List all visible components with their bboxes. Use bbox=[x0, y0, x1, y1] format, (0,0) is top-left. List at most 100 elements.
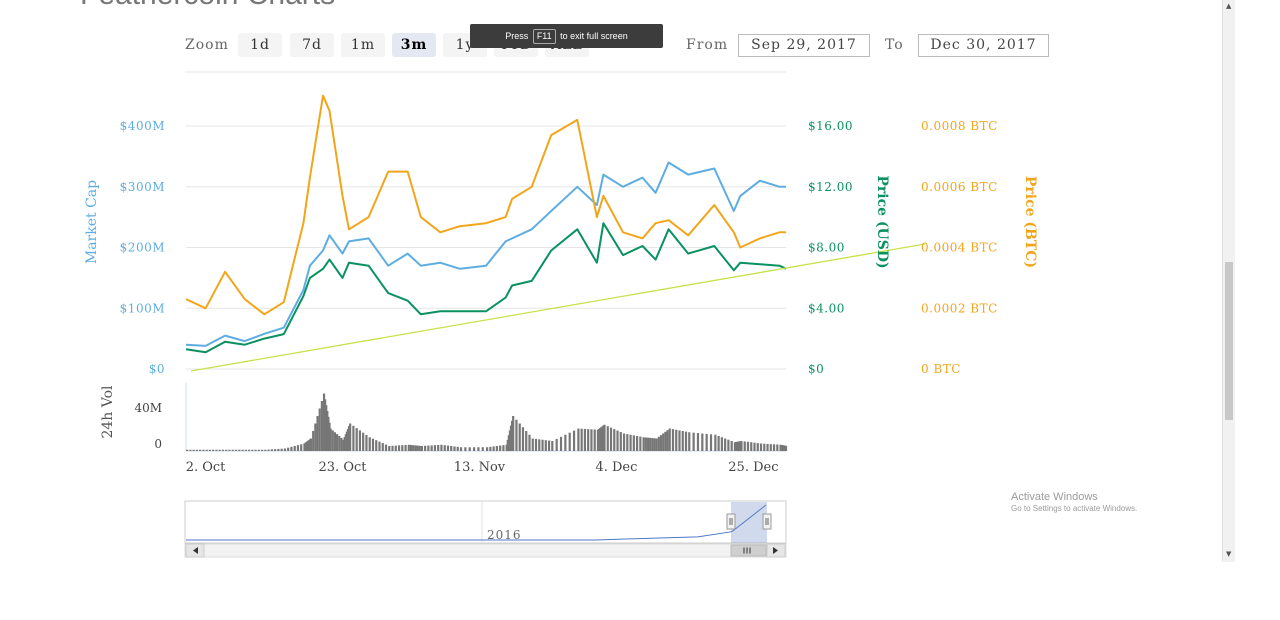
volume-bar bbox=[709, 434, 713, 451]
volume-bar bbox=[515, 419, 518, 451]
market-cap-line bbox=[185, 161, 786, 347]
volume-bar bbox=[724, 438, 727, 451]
volume-bar bbox=[186, 449, 189, 451]
volume-bar bbox=[632, 435, 635, 451]
scroll-up-icon[interactable]: ▲ bbox=[1226, 2, 1232, 10]
from-date-input[interactable]: Sep 29, 2017 bbox=[738, 34, 870, 57]
volume-bar bbox=[659, 435, 663, 451]
volume-bar bbox=[218, 449, 221, 451]
volume-bar bbox=[583, 428, 587, 451]
to-date-input[interactable]: Dec 30, 2017 bbox=[918, 34, 1049, 57]
navigator-scrollbar-track bbox=[184, 543, 787, 558]
volume-bar bbox=[489, 446, 492, 451]
price-btc-line bbox=[185, 94, 786, 316]
volume-bar bbox=[577, 428, 580, 451]
navigator-year-label: 2016 bbox=[487, 528, 522, 542]
volume-bar bbox=[730, 441, 733, 451]
volume-bar bbox=[541, 439, 544, 451]
volume-bar bbox=[481, 447, 484, 451]
activate-subtitle: Go to Settings to activate Windows. bbox=[1011, 504, 1138, 513]
volume-bar bbox=[644, 437, 647, 451]
volume-bar bbox=[603, 424, 606, 451]
zoom-1m-button[interactable]: 1m bbox=[341, 33, 385, 57]
volume-bar bbox=[416, 445, 419, 451]
volume-bar bbox=[525, 431, 528, 451]
volume-bar bbox=[580, 428, 583, 451]
volume-bar bbox=[629, 434, 632, 451]
volume-bar bbox=[492, 446, 495, 451]
volume-bar bbox=[244, 449, 247, 451]
volume-bar bbox=[443, 445, 446, 451]
volume-bar bbox=[684, 431, 688, 451]
volume-bar bbox=[609, 427, 613, 451]
volume-bar bbox=[766, 443, 769, 451]
volume-bar bbox=[675, 429, 678, 451]
volume-bar bbox=[671, 429, 675, 451]
volume-bar bbox=[651, 438, 654, 451]
volume-bar bbox=[559, 436, 563, 451]
volume-bar bbox=[228, 449, 231, 451]
volume-bar bbox=[189, 449, 192, 451]
volume-bar bbox=[769, 444, 772, 451]
volume-bar bbox=[358, 430, 362, 451]
volume-bar bbox=[378, 441, 381, 451]
page-scrollbar-thumb[interactable] bbox=[1225, 262, 1233, 420]
volume-bar bbox=[649, 437, 652, 451]
volume-bar bbox=[267, 449, 270, 451]
price-btc-tick-label: 0.0008 BTC bbox=[921, 119, 998, 133]
price-usd-tick-label: $0 bbox=[808, 362, 824, 376]
volume-bar bbox=[664, 431, 667, 451]
volume-bar bbox=[225, 449, 228, 451]
x-tick-label: 4. Dec bbox=[595, 460, 637, 475]
navigator-box bbox=[184, 500, 787, 544]
volume-bar bbox=[763, 443, 766, 451]
volume-bar bbox=[352, 425, 355, 451]
navigator-line bbox=[186, 504, 767, 541]
volume-bar bbox=[528, 434, 531, 451]
scroll-down-icon[interactable]: ▼ bbox=[1226, 550, 1232, 558]
volume-bar bbox=[681, 431, 684, 451]
volume-bar bbox=[397, 445, 401, 451]
volume-bar bbox=[701, 433, 704, 451]
volume-bar bbox=[409, 444, 413, 451]
price-usd-tick-label: $12.00 bbox=[808, 180, 853, 194]
volume-bar bbox=[384, 444, 388, 451]
volume-bar bbox=[381, 443, 384, 451]
volume-bar bbox=[208, 449, 212, 451]
navigator-selection[interactable] bbox=[731, 502, 767, 543]
price-usd-tick-label: $16.00 bbox=[808, 119, 853, 133]
volume-bar bbox=[375, 440, 378, 451]
navigator-right-handle[interactable] bbox=[762, 513, 772, 530]
volume-bar bbox=[270, 449, 273, 451]
volume-bar bbox=[518, 423, 521, 451]
volume-bar bbox=[251, 449, 254, 451]
volume-bar bbox=[318, 408, 321, 451]
activate-title: Activate Windows bbox=[1011, 491, 1098, 503]
navigator-left-handle[interactable] bbox=[726, 513, 736, 530]
price-btc-tick-label: 0.0006 BTC bbox=[921, 180, 998, 194]
volume-bar bbox=[727, 439, 730, 451]
volume-bar bbox=[572, 430, 576, 451]
volume-bar bbox=[412, 445, 415, 451]
page-scrollbar[interactable]: ▲ ▼ bbox=[1222, 0, 1235, 562]
volume-bar bbox=[221, 449, 225, 451]
volume-bar bbox=[365, 434, 368, 451]
zoom-1d-button[interactable]: 1d bbox=[238, 33, 282, 57]
volume-bar bbox=[668, 428, 671, 451]
volume-bar bbox=[205, 449, 208, 451]
volume-bar bbox=[394, 445, 397, 451]
volume-bar bbox=[662, 433, 665, 451]
navigator-scrollbar-thumb[interactable] bbox=[730, 544, 767, 557]
volume-bar bbox=[593, 429, 596, 451]
volume-bar bbox=[759, 443, 763, 451]
volume-bar bbox=[456, 446, 459, 451]
volume-bar bbox=[717, 436, 720, 451]
zoom-3m-button[interactable]: 3m bbox=[392, 33, 436, 57]
zoom-7d-button[interactable]: 7d bbox=[290, 33, 334, 57]
volume-bar bbox=[401, 445, 404, 451]
volume-bar bbox=[309, 438, 313, 451]
volume-bar bbox=[368, 437, 371, 451]
volume-bar bbox=[238, 449, 241, 451]
volume-bar bbox=[316, 416, 319, 451]
